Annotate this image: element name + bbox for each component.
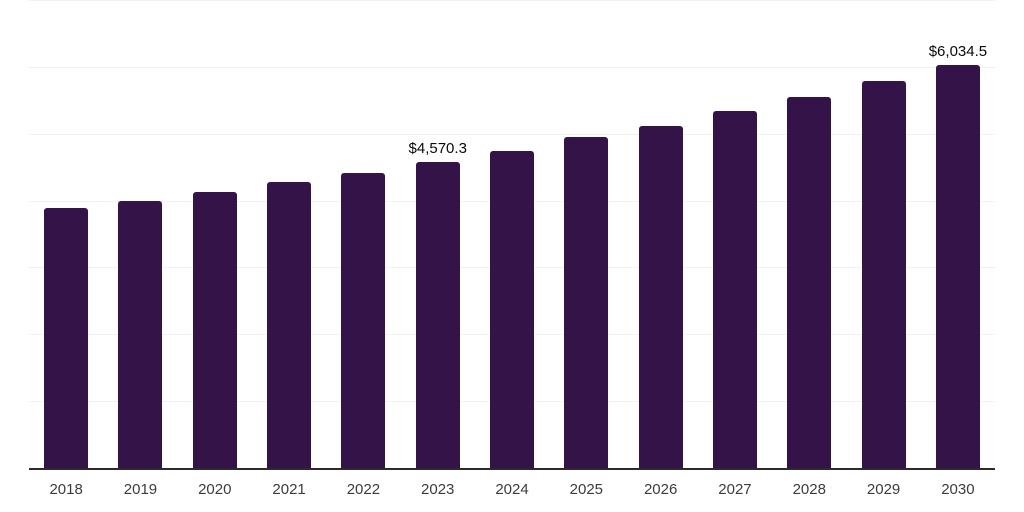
bar-group-2019	[103, 2, 177, 468]
x-tick-label-2028: 2028	[792, 481, 826, 498]
x-axis: 2018 2019 2020 2021 2022 2023 2024 2025 2026 2027…	[29, 481, 995, 498]
x-tick-label-2020: 2020	[198, 481, 232, 498]
gridline	[29, 66, 995, 68]
bar-2024	[490, 150, 535, 468]
bar-group-2023: $4,570.3	[401, 2, 475, 468]
bar-2025	[564, 137, 609, 468]
x-tick-label-2018: 2018	[49, 481, 83, 498]
x-tick-label-2023: 2023	[421, 481, 455, 498]
x-tick-label-2030: 2030	[941, 481, 975, 498]
bar-2028	[787, 97, 832, 468]
bar-group-2025	[549, 2, 623, 468]
bar-group-2027	[698, 2, 772, 468]
bar-2020	[192, 191, 237, 468]
bar-2026	[638, 125, 683, 468]
x-tick-label-2022: 2022	[346, 481, 381, 498]
bar-value-label-2030: $6,034.5	[928, 42, 988, 60]
bar-2030	[935, 64, 980, 468]
bar-2018	[44, 208, 89, 468]
bar-2021	[267, 182, 312, 468]
gridline	[29, 133, 995, 135]
bar-group-2030: $6,034.5	[921, 2, 995, 468]
bar-group-2020	[178, 2, 252, 468]
bar-group-2029	[846, 2, 920, 468]
bar-2022	[341, 172, 386, 468]
x-tick-label-2029: 2029	[866, 481, 901, 498]
bar-group-2026	[624, 2, 698, 468]
bar-2027	[712, 111, 757, 468]
bar-2029	[861, 81, 906, 468]
x-tick-label-2026: 2026	[643, 481, 678, 498]
x-tick-label-2021: 2021	[272, 481, 306, 498]
bar-group-2021	[252, 2, 326, 468]
bar-group-2028	[772, 2, 846, 468]
x-tick-label-2025: 2025	[569, 481, 604, 498]
x-tick-label-2027: 2027	[718, 481, 752, 498]
x-tick-label-2024: 2024	[495, 481, 529, 498]
bar-series: $4,570.3 $6,034.5	[29, 2, 995, 468]
x-tick-label-2019: 2019	[123, 481, 158, 498]
bar-2019	[118, 200, 163, 468]
bar-group-2018	[29, 2, 103, 468]
plot-area: $4,570.3 $6,034.5	[29, 0, 995, 470]
bar-2023	[415, 162, 460, 468]
bar-group-2022	[326, 2, 400, 468]
bar-group-2024	[475, 2, 549, 468]
bar-value-label-2023: $4,570.3	[408, 140, 467, 158]
gridline	[29, 0, 995, 1]
